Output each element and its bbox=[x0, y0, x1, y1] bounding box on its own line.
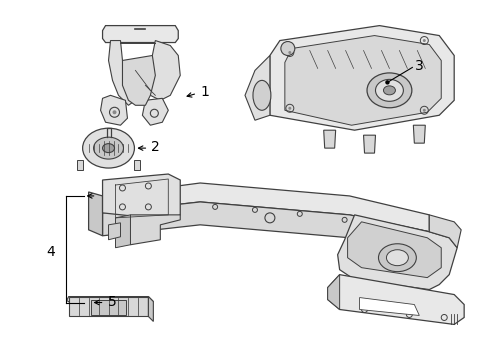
Ellipse shape bbox=[102, 144, 115, 153]
Polygon shape bbox=[148, 297, 153, 321]
Polygon shape bbox=[328, 275, 464, 324]
Polygon shape bbox=[338, 215, 457, 289]
Polygon shape bbox=[285, 36, 441, 125]
Polygon shape bbox=[347, 222, 441, 278]
Polygon shape bbox=[67, 297, 153, 305]
Polygon shape bbox=[134, 160, 141, 170]
Ellipse shape bbox=[367, 73, 412, 108]
Polygon shape bbox=[245, 55, 270, 120]
Polygon shape bbox=[360, 298, 419, 315]
Polygon shape bbox=[89, 192, 102, 236]
Polygon shape bbox=[324, 130, 336, 148]
Polygon shape bbox=[102, 174, 180, 220]
Polygon shape bbox=[69, 297, 148, 316]
Polygon shape bbox=[148, 41, 180, 100]
Text: 3: 3 bbox=[416, 59, 424, 73]
Circle shape bbox=[288, 51, 292, 54]
Polygon shape bbox=[116, 215, 130, 248]
Polygon shape bbox=[130, 215, 180, 245]
Ellipse shape bbox=[83, 128, 134, 168]
Circle shape bbox=[281, 41, 295, 55]
Circle shape bbox=[423, 109, 426, 112]
Polygon shape bbox=[429, 215, 461, 248]
Polygon shape bbox=[143, 98, 168, 125]
Polygon shape bbox=[76, 160, 83, 170]
Text: 2: 2 bbox=[151, 140, 160, 154]
Ellipse shape bbox=[387, 250, 408, 266]
Ellipse shape bbox=[378, 244, 416, 272]
Circle shape bbox=[423, 39, 426, 42]
Ellipse shape bbox=[94, 137, 123, 159]
Ellipse shape bbox=[253, 80, 271, 110]
Polygon shape bbox=[102, 202, 429, 252]
Text: 4: 4 bbox=[47, 245, 55, 259]
Polygon shape bbox=[364, 135, 375, 153]
Ellipse shape bbox=[384, 86, 395, 95]
Polygon shape bbox=[102, 183, 429, 232]
Circle shape bbox=[113, 110, 117, 114]
Ellipse shape bbox=[375, 80, 403, 101]
Polygon shape bbox=[270, 26, 454, 130]
Circle shape bbox=[288, 107, 292, 110]
Polygon shape bbox=[108, 41, 135, 105]
Polygon shape bbox=[328, 275, 340, 310]
Polygon shape bbox=[414, 125, 425, 143]
Circle shape bbox=[386, 81, 389, 84]
Polygon shape bbox=[100, 95, 127, 125]
Polygon shape bbox=[122, 55, 155, 105]
Text: 5: 5 bbox=[107, 294, 116, 309]
Polygon shape bbox=[102, 26, 178, 42]
Text: 1: 1 bbox=[200, 85, 209, 99]
Bar bbox=[91, 300, 126, 315]
Polygon shape bbox=[108, 223, 121, 240]
